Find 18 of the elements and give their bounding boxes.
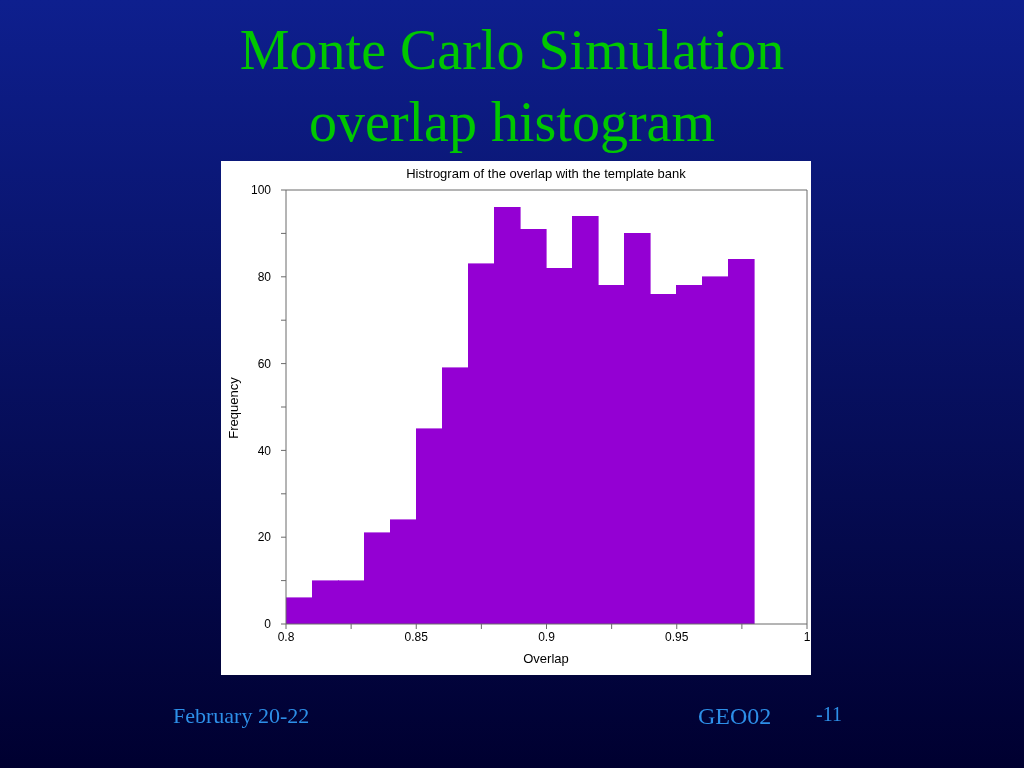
x-tick-label: 0.95: [665, 629, 689, 644]
y-axis-title: Frequency: [226, 376, 242, 439]
text: GEO02: [698, 703, 772, 730]
x-tick-label: 0.9: [538, 629, 556, 644]
y-tick-label: 20: [257, 530, 272, 545]
y-tick-label: 0: [264, 617, 272, 632]
chart-title: Monte Carlo Simulation overlap histogram: [238, 18, 786, 155]
text: February 20-22: [173, 703, 310, 729]
text: -11: [816, 703, 842, 726]
chart-subtitle: Histrogram of the overlap with the template bank: [406, 166, 686, 182]
x-tick-label: 1: [803, 629, 811, 644]
y-tick-label: 60: [257, 356, 272, 371]
y-tick-label: 100: [250, 183, 272, 198]
y-tick-label: 80: [257, 270, 272, 285]
x-tick-label: 0.85: [404, 629, 429, 644]
y-tick-label: 40: [257, 443, 272, 458]
x-tick-label: 0.8: [277, 629, 295, 644]
x-axis-title: Overlap: [523, 651, 569, 667]
